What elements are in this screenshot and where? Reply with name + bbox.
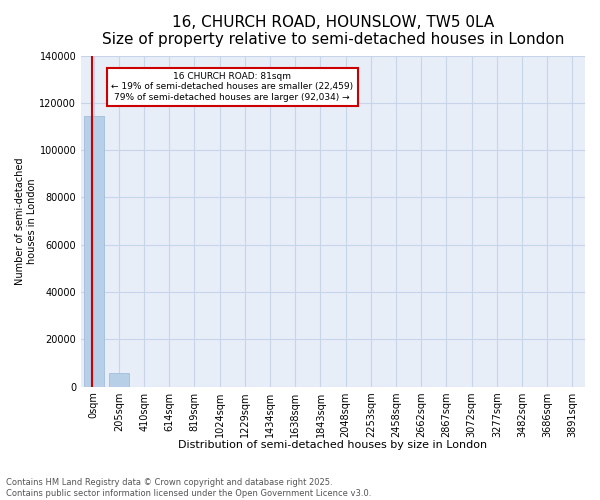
Text: 16 CHURCH ROAD: 81sqm
← 19% of semi-detached houses are smaller (22,459)
79% of : 16 CHURCH ROAD: 81sqm ← 19% of semi-deta…	[111, 72, 353, 102]
Bar	[83, 116, 104, 386]
Text: Contains HM Land Registry data © Crown copyright and database right 2025.
Contai: Contains HM Land Registry data © Crown c…	[6, 478, 371, 498]
Y-axis label: Number of semi-detached
houses in London: Number of semi-detached houses in London	[15, 158, 37, 285]
Bar	[109, 374, 129, 386]
Title: 16, CHURCH ROAD, HOUNSLOW, TW5 0LA
Size of property relative to semi-detached ho: 16, CHURCH ROAD, HOUNSLOW, TW5 0LA Size …	[102, 15, 564, 48]
X-axis label: Distribution of semi-detached houses by size in London: Distribution of semi-detached houses by …	[178, 440, 488, 450]
